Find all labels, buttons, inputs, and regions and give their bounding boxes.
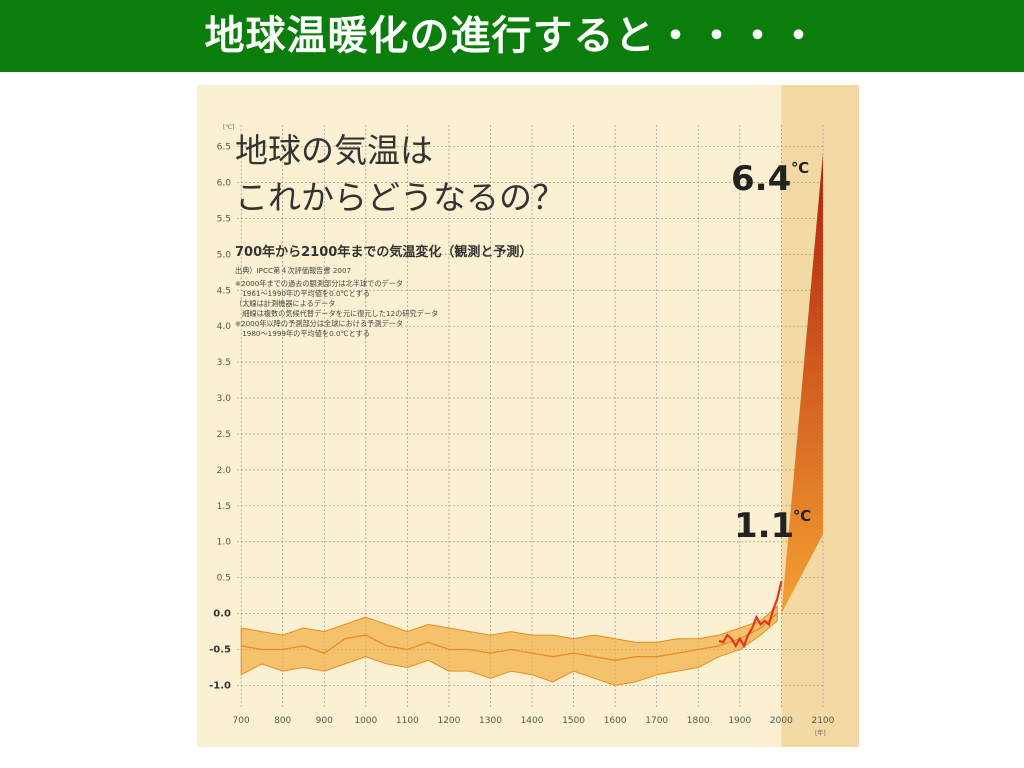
y-tick-label: 1.5 bbox=[217, 502, 231, 512]
x-tick-label: 1000 bbox=[354, 716, 377, 726]
reconstruction-mean-line bbox=[241, 613, 778, 661]
temperature-chart: 6.5 6.0 5.5 5.0 4.5 4.0 3.5 3.0 2.5 2.0 1.5 1.0 0.5 0… bbox=[209, 85, 859, 747]
y-tick-label: 4.5 bbox=[217, 286, 231, 296]
x-axis-unit: [年] bbox=[815, 729, 826, 737]
chart-note-line: 1961〜1990年の平均値を0.0℃とする bbox=[235, 289, 370, 298]
projection-range bbox=[781, 153, 823, 614]
y-tick-label: 3.0 bbox=[217, 394, 232, 404]
x-tick-label: 2100 bbox=[811, 716, 834, 726]
x-tick-label: 700 bbox=[233, 716, 250, 726]
chart-note-line: ※2000年以降の予測部分は全球における予測データ bbox=[235, 319, 403, 328]
chart-note-line: （太線は計測機器によるデータ bbox=[235, 299, 335, 308]
chart-notes: ※2000年までの過去の観測部分は北半球でのデータ 1961〜1990年の平均値… bbox=[235, 279, 438, 338]
chart-subtitle: 700年から2100年までの気温変化（観測と予測） bbox=[235, 244, 532, 260]
chart-note-line: ※2000年までの過去の観測部分は北半球でのデータ bbox=[235, 279, 403, 288]
reconstruction-band bbox=[240, 605, 778, 686]
x-tick-label: 1700 bbox=[645, 716, 668, 726]
x-tick-label: 2000 bbox=[770, 716, 793, 726]
y-tick-label: 5.5 bbox=[217, 214, 231, 224]
chart-title-line1: 地球の気温は bbox=[235, 131, 433, 170]
chart-note-line: 1980〜1999年の平均値を0.0℃とする bbox=[235, 329, 370, 338]
x-tick-label: 1800 bbox=[687, 716, 710, 726]
chart-panel: 6.5 6.0 5.5 5.0 4.5 4.0 3.5 3.0 2.5 2.0 1.5 1.0 0.5 0… bbox=[197, 85, 859, 747]
instrumental-line bbox=[718, 581, 783, 649]
annotation-high-unit: ℃ bbox=[791, 159, 809, 177]
y-tick-label: 0.5 bbox=[217, 574, 231, 584]
y-tick-label: -0.5 bbox=[209, 645, 231, 656]
y-tick-label: 4.0 bbox=[217, 322, 232, 332]
x-tick-label: 1600 bbox=[604, 716, 627, 726]
y-tick-label: 2.0 bbox=[217, 466, 232, 476]
annotation-low-unit: ℃ bbox=[793, 507, 811, 525]
series bbox=[240, 153, 823, 686]
annotation-low-value: 1.1 bbox=[734, 506, 794, 546]
x-tick-label: 800 bbox=[274, 716, 291, 726]
x-tick-label: 900 bbox=[316, 716, 333, 726]
x-tick-label: 1100 bbox=[396, 716, 419, 726]
x-tick-label: 1900 bbox=[728, 716, 751, 726]
annotation-high-value: 6.4 bbox=[731, 159, 791, 199]
slide-title: 地球温暖化の進行すると・・・・ bbox=[0, 0, 1024, 72]
y-tick-label: 0.0 bbox=[213, 609, 231, 620]
y-tick-label: 5.0 bbox=[217, 250, 232, 260]
y-tick-label: 6.5 bbox=[217, 143, 231, 153]
x-tick-label: 1400 bbox=[521, 716, 544, 726]
y-tick-label: 6.0 bbox=[217, 178, 232, 188]
y-tick-label: 3.5 bbox=[217, 358, 231, 368]
axes: 6.5 6.0 5.5 5.0 4.5 4.0 3.5 3.0 2.5 2.0 1.5 1.0 0.5 0… bbox=[209, 124, 835, 737]
chart-source: 出典）IPCC第４次評価報告書 2007 bbox=[235, 266, 351, 275]
x-tick-label: 1300 bbox=[479, 716, 502, 726]
chart-title-line2: これからどうなるの？ bbox=[235, 178, 565, 217]
y-tick-label: -1.0 bbox=[209, 680, 231, 691]
chart-note-line: 細線は複数の気候代替データを元に復元した12の研究データ bbox=[235, 309, 438, 318]
x-tick-label: 1500 bbox=[562, 716, 585, 726]
x-tick-label: 1200 bbox=[437, 716, 460, 726]
y-axis-unit: [℃] bbox=[223, 124, 234, 131]
y-tick-label: 1.0 bbox=[217, 538, 232, 548]
y-tick-label: 2.5 bbox=[217, 430, 231, 440]
